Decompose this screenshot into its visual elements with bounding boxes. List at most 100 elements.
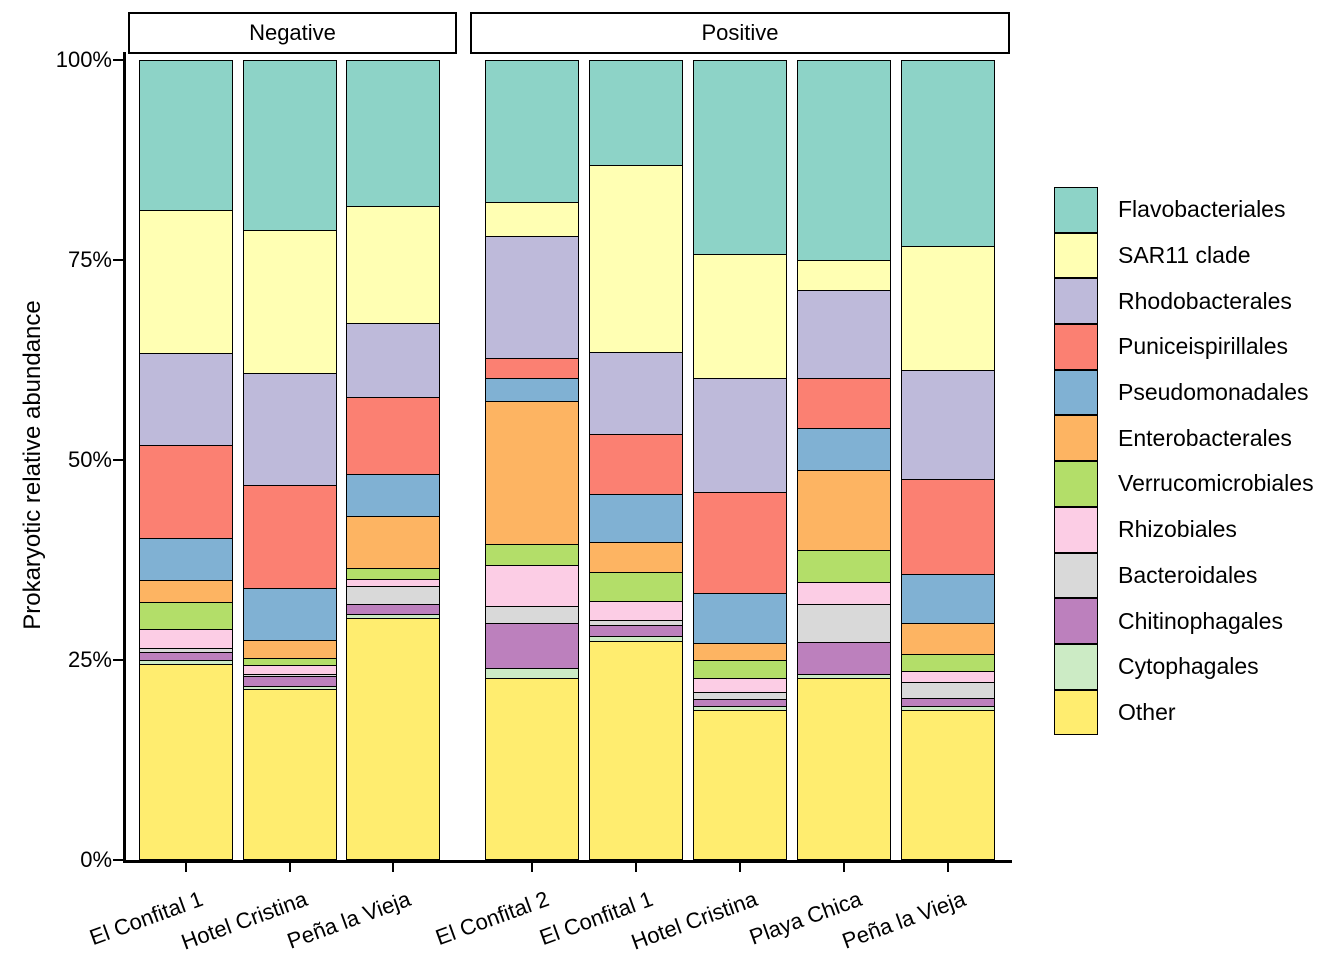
y-tick-mark: [113, 58, 125, 62]
bar-segment: [243, 640, 337, 659]
legend-label: Pseudomonadales: [1118, 379, 1309, 406]
bar-segment: [243, 676, 337, 686]
bar-segment: [346, 60, 440, 207]
legend-swatch: [1054, 552, 1098, 599]
y-tick-label: 50%: [67, 447, 112, 472]
bar-segment: [797, 550, 891, 583]
bar-segment: [139, 444, 233, 539]
facet-strip-label: Negative: [249, 20, 336, 45]
legend-swatch: [1054, 369, 1098, 416]
facet-strip: Negative: [128, 12, 457, 54]
bar-segment: [797, 470, 891, 551]
y-tick-mark: [113, 658, 125, 662]
bar-segment: [243, 372, 337, 485]
bar-segment: [901, 671, 995, 682]
bar-segment: [589, 620, 683, 625]
bar-segment: [693, 592, 787, 644]
bar-segment: [346, 473, 440, 516]
bar-segment: [901, 697, 995, 707]
bar-segment: [485, 358, 579, 379]
x-tick-mark: [946, 862, 950, 872]
bar-segment: [139, 580, 233, 603]
legend-item: Other: [1054, 689, 1314, 736]
bar-segment: [901, 479, 995, 575]
bar-segment: [485, 236, 579, 359]
bar-segment: [346, 206, 440, 324]
legend-item: Enterobacterales: [1054, 415, 1314, 462]
bar-segment: [139, 210, 233, 353]
bar-segment: [797, 673, 891, 678]
legend: Flavobacteriales SAR11 clade Rhodobacteral…: [1054, 187, 1314, 736]
bar-segment: [589, 164, 683, 352]
bar-segment: [485, 564, 579, 607]
bar-segment: [797, 677, 891, 860]
bar-segment: [797, 377, 891, 428]
legend-item: SAR11 clade: [1054, 232, 1314, 279]
legend-item: Rhizobiales: [1054, 506, 1314, 553]
bar-segment: [589, 636, 683, 641]
bar-segment: [693, 60, 787, 254]
legend-swatch: [1054, 232, 1098, 279]
bar-segment: [589, 542, 683, 572]
legend-label: Verrucomicrobiales: [1118, 470, 1314, 497]
bar-segment: [901, 369, 995, 480]
bar-segment: [693, 643, 787, 660]
bar-segment: [485, 677, 579, 860]
legend-label: Rhizobiales: [1118, 516, 1237, 543]
bar-segment: [589, 352, 683, 435]
bar-segment: [243, 484, 337, 588]
bar-segment: [485, 201, 579, 236]
legend-label: Flavobacteriales: [1118, 196, 1286, 223]
legend-item: Puniceispirillales: [1054, 324, 1314, 370]
bar-segment: [589, 624, 683, 636]
bar-segment: [485, 623, 579, 668]
bar-segment: [243, 588, 337, 640]
legend-item: Chitinophagales: [1054, 598, 1314, 644]
bar-segment: [243, 685, 337, 689]
legend-label: Enterobacterales: [1118, 424, 1292, 451]
bar-segment: [346, 323, 440, 397]
legend-swatch: [1054, 324, 1098, 370]
bar-segment: [797, 604, 891, 643]
bar-segment: [693, 710, 787, 860]
bar-segment: [797, 582, 891, 604]
bar-segment: [346, 604, 440, 614]
bar-segment: [589, 494, 683, 543]
facet-strip-label: Positive: [701, 20, 779, 45]
bar-segment: [346, 396, 440, 474]
bar-segment: [243, 673, 337, 676]
legend-label: Puniceispirillales: [1118, 333, 1289, 360]
bar-segment: [589, 600, 683, 620]
bar-segment: [693, 699, 787, 707]
bar-segment: [901, 653, 995, 672]
bar-segment: [243, 230, 337, 373]
legend-label: Chitinophagales: [1118, 607, 1283, 634]
y-tick-label: 25%: [67, 647, 112, 672]
bar-segment: [243, 60, 337, 231]
y-tick-label: 100%: [55, 47, 112, 72]
legend-item: Bacteroidales: [1054, 552, 1314, 599]
bar-segment: [485, 668, 579, 678]
legend-swatch: [1054, 278, 1098, 325]
x-tick-mark: [530, 862, 534, 872]
bar-segment: [346, 579, 440, 587]
bar-segment: [589, 434, 683, 495]
bar-segment: [693, 377, 787, 492]
legend-swatch: [1054, 506, 1098, 553]
bar-segment: [589, 60, 683, 165]
bar-segment: [693, 253, 787, 378]
bar-segment: [346, 568, 440, 580]
legend-item: Cytophagales: [1054, 643, 1314, 690]
x-tick-label: El Confital 2: [432, 886, 553, 951]
bar-segment: [243, 658, 337, 665]
x-tick-mark: [738, 862, 742, 872]
legend-label: SAR11 clade: [1118, 242, 1251, 269]
bar-segment: [139, 660, 233, 664]
bar-segment: [589, 640, 683, 860]
bar-segment: [901, 681, 995, 698]
bar-segment: [139, 652, 233, 660]
bar-segment: [485, 60, 579, 202]
legend-item: Rhodobacterales: [1054, 278, 1314, 325]
bar-segment: [139, 352, 233, 445]
